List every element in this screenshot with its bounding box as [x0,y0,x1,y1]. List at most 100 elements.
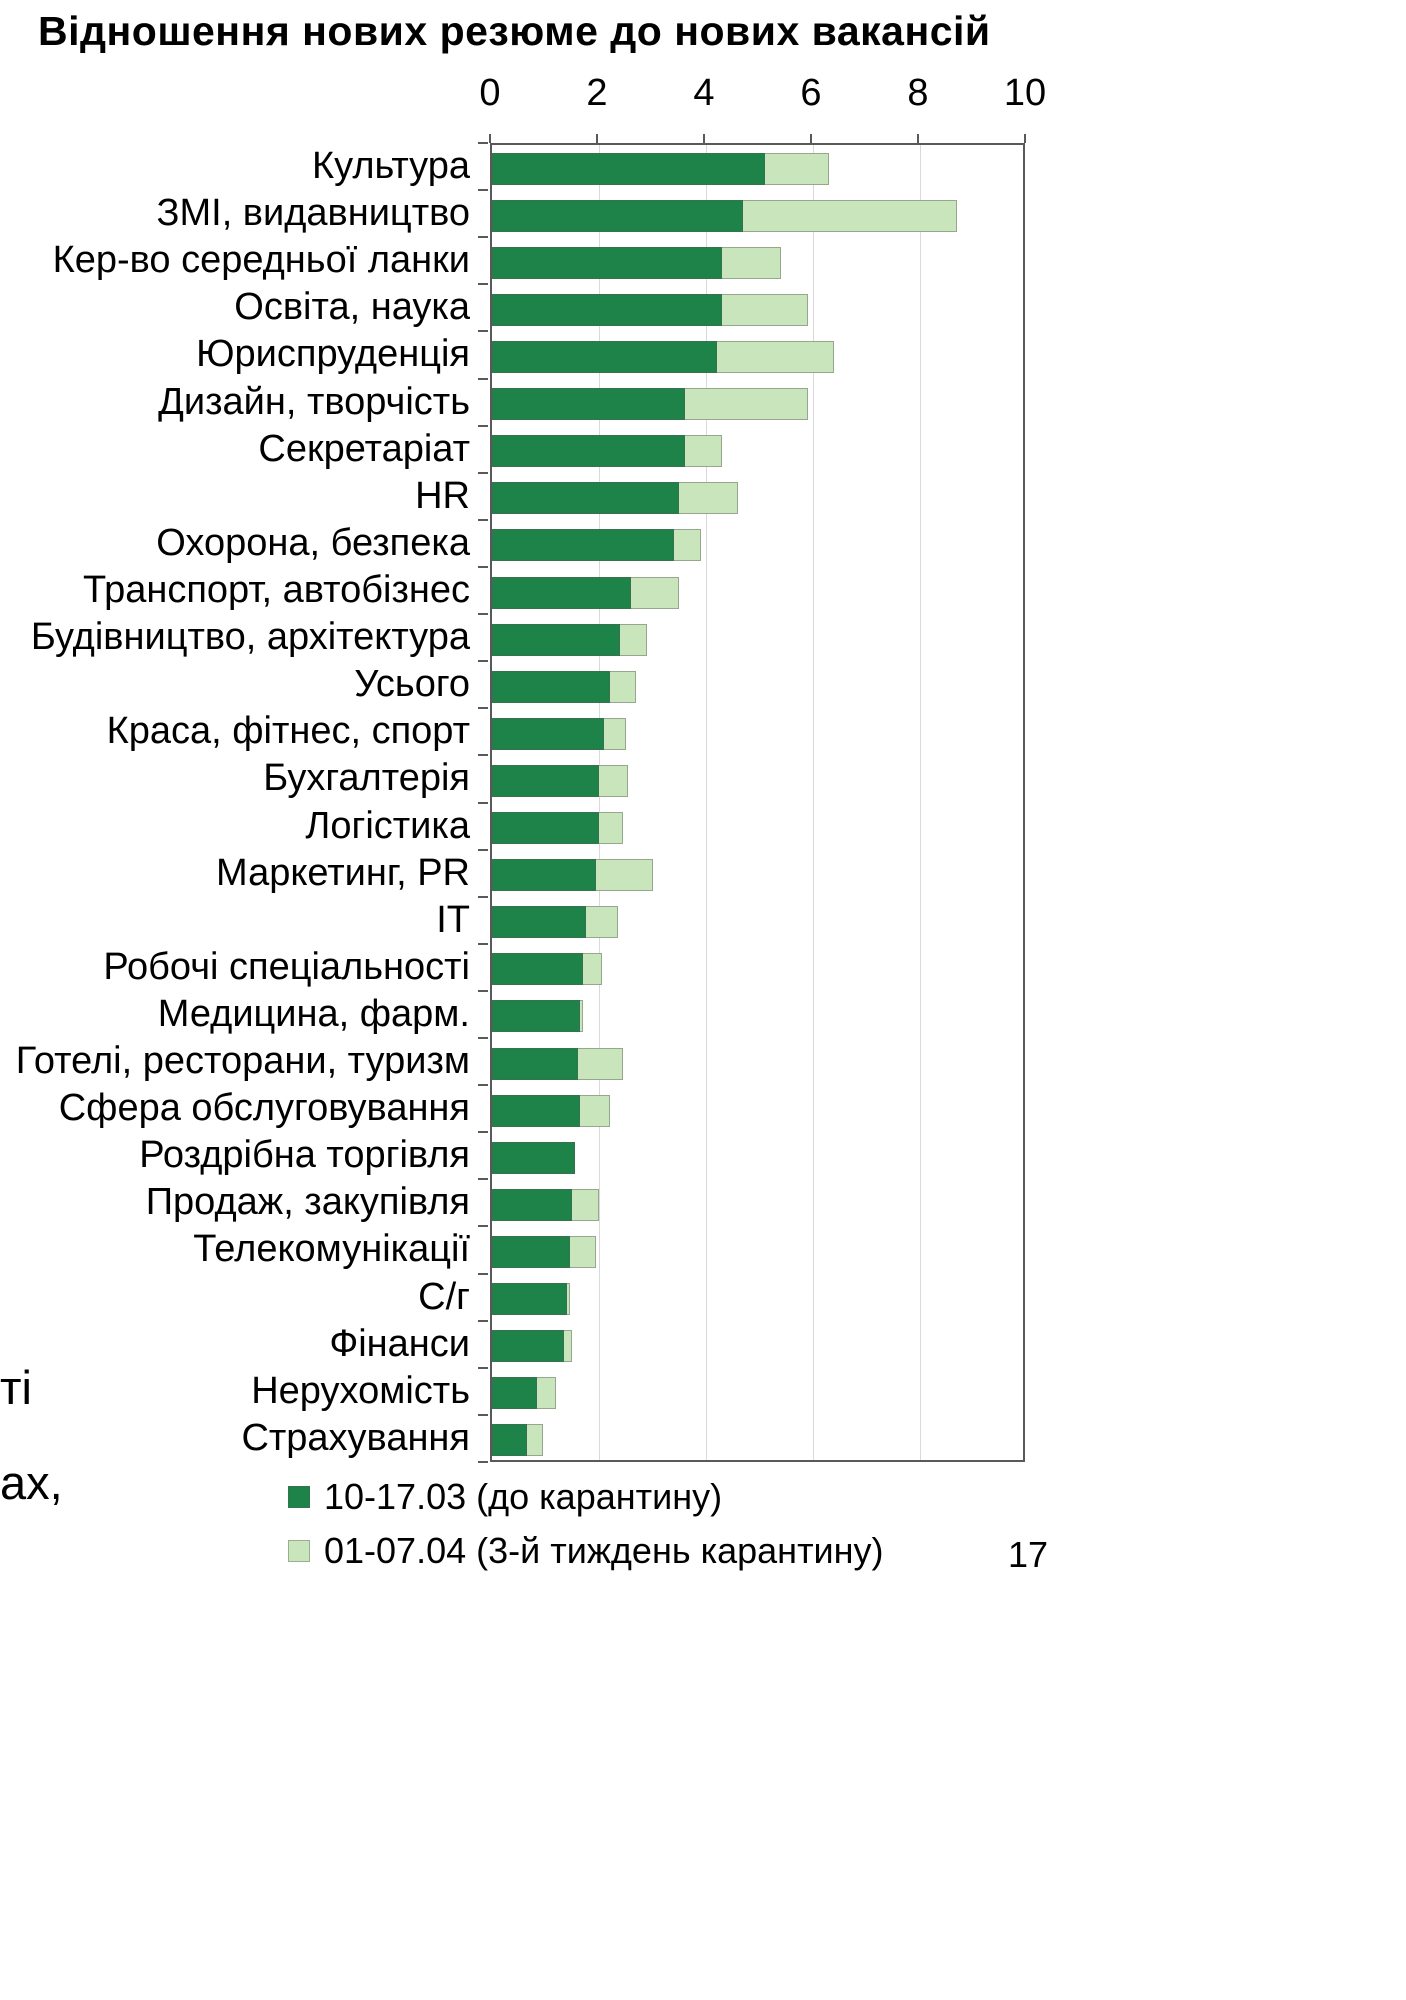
category-label: С/г [418,1275,470,1318]
gridline [598,145,600,1460]
x-axis-tick-mark [703,134,705,143]
y-axis-tick-mark [478,565,488,568]
bar-before-quarantine [492,623,621,656]
bar-before-quarantine [492,812,599,845]
category-label: Продаж, закупівля [145,1181,470,1224]
bar-before-quarantine [492,388,685,421]
y-axis-tick-mark [478,1225,488,1228]
chart-title: Відношення нових резюме до нових вакансі… [38,8,991,54]
x-axis-tick-label: 10 [1003,72,1047,114]
y-axis-tick-mark [478,660,488,663]
x-axis-tick-mark [917,134,919,143]
cutoff-text-line2: ах, [0,1456,63,1509]
bar-before-quarantine [492,576,632,609]
x-axis-tick-mark [489,134,491,143]
bar-before-quarantine [492,953,583,986]
category-label: Готелі, ресторани, туризм [15,1040,470,1083]
x-axis-tick-mark [810,134,812,143]
legend-label-before: 10-17.03 (до карантину) [324,1476,723,1517]
bar-before-quarantine [492,670,610,703]
category-label: ЗМІ, видавництво [156,192,470,235]
y-axis-tick-mark [478,1084,488,1087]
category-label: Охорона, безпека [156,521,470,564]
bar-before-quarantine [492,764,599,797]
category-label: Сфера обслуговування [58,1087,470,1130]
legend-item-quarantine-week3: 01-07.04 (3-й тиждень карантину) [288,1524,884,1578]
bar-before-quarantine [492,906,586,939]
y-axis-tick-mark [478,613,488,616]
bar-before-quarantine [492,529,674,562]
category-label: Кер-во середньої ланки [52,239,470,282]
bar-before-quarantine [492,340,717,373]
x-axis-tick-mark [1024,134,1026,143]
y-axis-tick-mark [478,801,488,804]
bar-before-quarantine [492,435,685,468]
category-label: Дизайн, творчість [158,380,470,423]
y-axis-tick-mark [478,1131,488,1134]
x-axis-tick-label: 0 [479,72,501,114]
y-axis-tick-mark [478,1413,488,1416]
y-axis-tick-mark [478,942,488,945]
bar-before-quarantine [492,1330,565,1363]
y-axis-tick-mark [478,1461,488,1463]
legend-swatch-before [288,1486,310,1508]
y-axis-tick-mark [478,1366,488,1369]
bar-before-quarantine [492,1188,573,1221]
y-axis-tick-mark [478,283,488,286]
page-number: 17 [1008,1534,1049,1575]
category-label: Робочі спеціальності [103,945,470,988]
x-axis-tick-label: 4 [693,72,715,114]
y-axis-tick-mark [478,518,488,521]
y-axis-tick-mark [478,471,488,474]
plot-area [490,143,1025,1462]
category-label: Медицина, фарм. [157,992,470,1035]
x-axis-tick-label: 6 [800,72,822,114]
bar-before-quarantine [492,152,765,185]
x-axis-tick-mark [596,134,598,143]
gridline [812,145,814,1460]
y-axis-tick-mark [478,142,488,144]
cutoff-text-line1: ті [0,1361,32,1414]
legend-swatch-after [288,1540,310,1562]
category-label: Секретаріат [258,427,470,470]
legend-label-after: 01-07.04 (3-й тиждень карантину) [324,1530,884,1571]
category-label: Будівництво, архітектура [30,616,470,659]
gridline [705,145,707,1460]
category-label: Роздрібна торгівля [139,1134,470,1177]
y-axis-tick-mark [478,1272,488,1275]
bar-before-quarantine [492,1377,538,1410]
category-label: Нерухомість [251,1369,470,1412]
bar-before-quarantine [492,1424,527,1457]
category-label: Краса, фітнес, спорт [106,710,470,753]
y-axis-tick-mark [478,1319,488,1322]
bar-before-quarantine [492,1236,570,1269]
bar-before-quarantine [492,717,605,750]
bar-before-quarantine [492,1141,575,1174]
y-axis-tick-mark [478,236,488,239]
category-label: Юриспруденція [196,333,470,376]
category-label: Бухгалтерія [263,757,470,800]
y-axis-tick-mark [478,707,488,710]
x-axis-tick-label: 2 [586,72,608,114]
x-axis-tick-label: 8 [907,72,929,114]
bar-before-quarantine [492,1000,581,1033]
category-label: IT [436,898,470,941]
y-axis-tick-mark [478,424,488,427]
bar-before-quarantine [492,859,597,892]
gridline [919,145,921,1460]
y-axis-tick-mark [478,754,488,757]
y-axis-tick-mark [478,189,488,192]
bar-before-quarantine [492,293,723,326]
category-label: Освіта, наука [234,286,470,329]
category-label: Транспорт, автобізнес [83,568,470,611]
category-label: Фінанси [329,1322,470,1365]
bar-before-quarantine [492,1047,578,1080]
category-label: Усього [354,663,470,706]
category-label: Культура [312,145,470,187]
category-label: Телекомунікації [193,1228,470,1271]
category-label: Страхування [241,1416,470,1459]
y-axis-tick-mark [478,377,488,380]
legend: 10-17.03 (до карантину) 01-07.04 (3-й ти… [288,1470,884,1578]
bar-before-quarantine [492,246,723,279]
